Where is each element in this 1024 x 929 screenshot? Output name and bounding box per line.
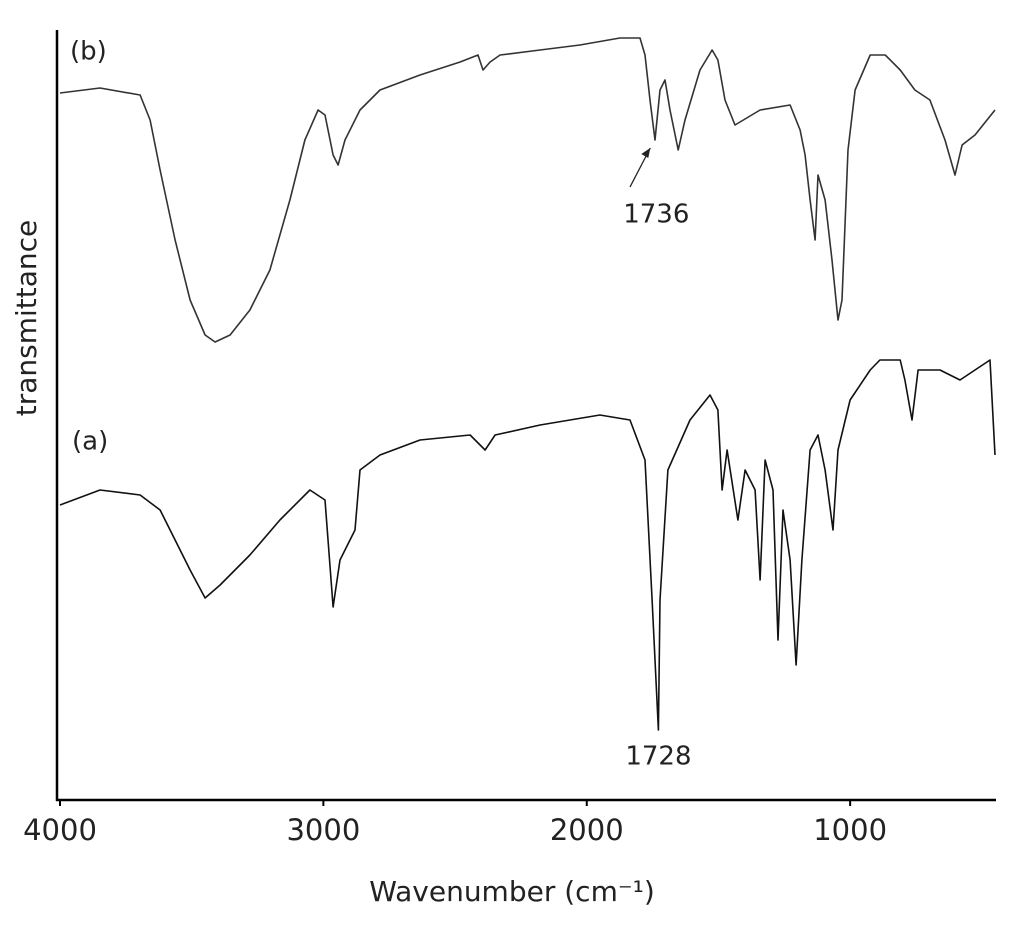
x-tick-label: 2000 <box>550 813 624 847</box>
peak-label: 1736 <box>623 200 689 230</box>
arrow-head <box>641 148 651 158</box>
x-tick-label: 4000 <box>23 813 97 847</box>
x-tick-label: 3000 <box>286 813 360 847</box>
spectrum-line <box>59 359 996 731</box>
peak-label: 1728 <box>625 742 691 772</box>
spectrum-line <box>59 37 996 343</box>
x-axis-title: Wavenumber (cm⁻¹) <box>369 875 655 908</box>
y-axis-title: transmittance <box>10 220 43 417</box>
series-label: (b) <box>70 37 107 67</box>
x-tick-label: 1000 <box>813 813 887 847</box>
series-label: (a) <box>72 427 108 457</box>
